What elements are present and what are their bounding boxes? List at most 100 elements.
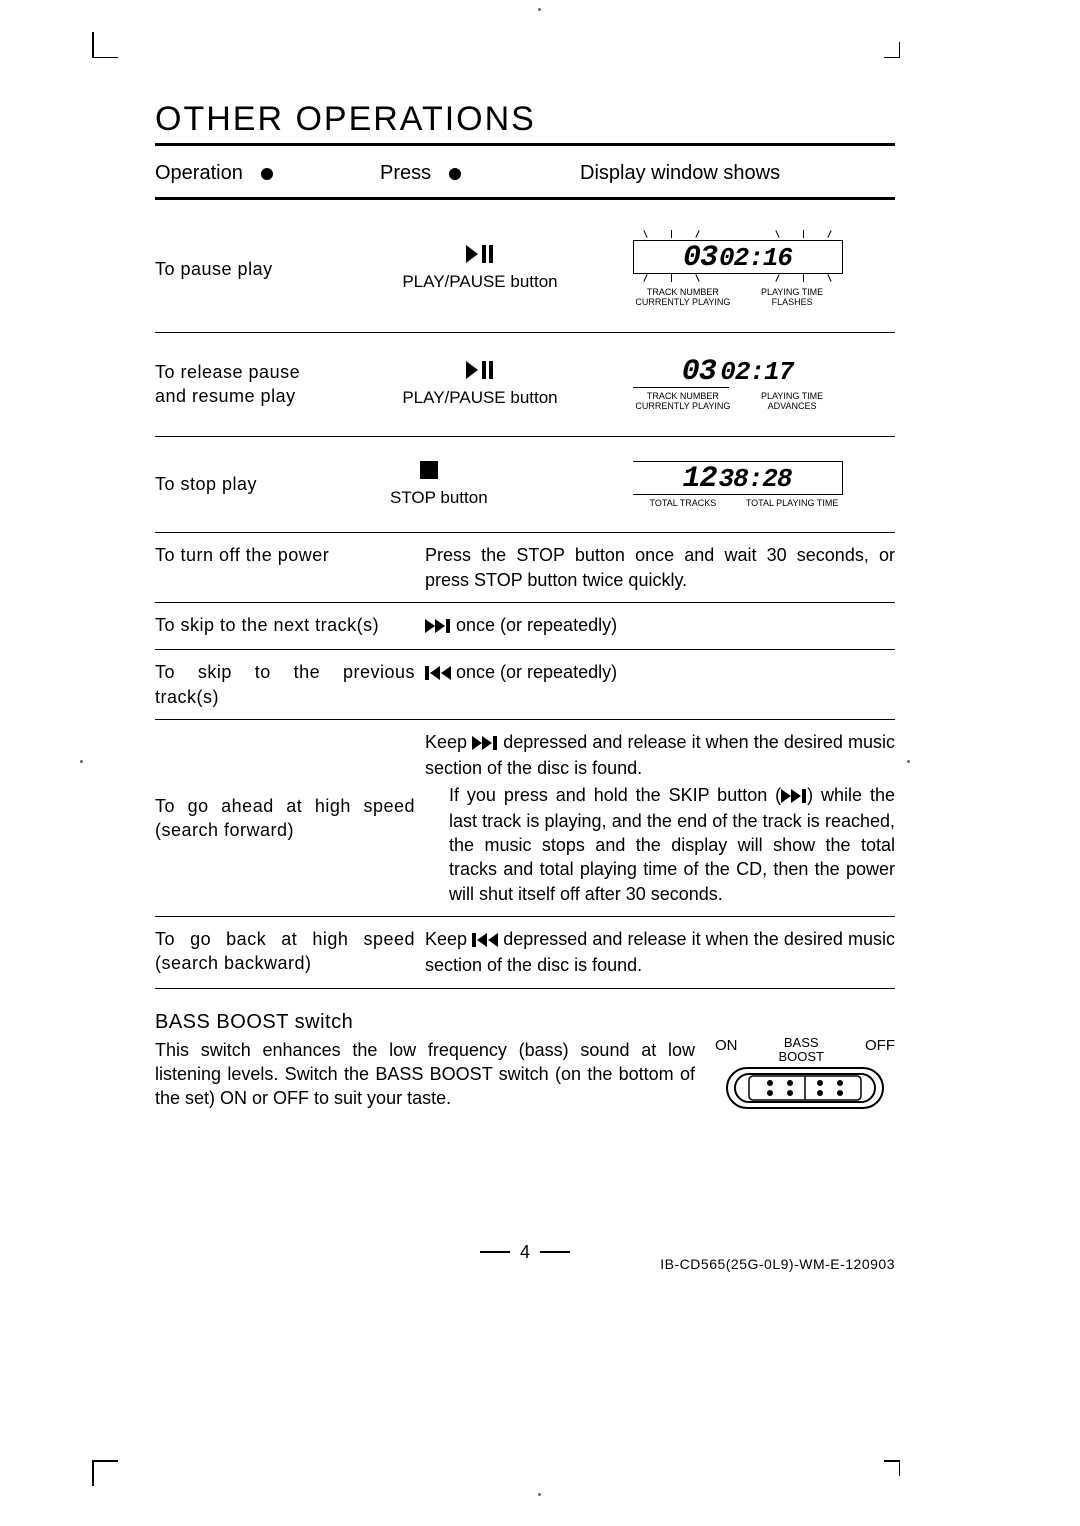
back-t1: Keep [425, 929, 472, 949]
crop-mark [92, 1460, 118, 1486]
skip-next-icon [425, 615, 451, 639]
lcd-time: 02:16 [719, 245, 792, 271]
table-row: To skip to the next track(s) once (or re… [155, 602, 895, 649]
lcd-line: 03 02:17 [633, 357, 843, 387]
center-dot [538, 1493, 541, 1496]
caption-left: TRACK NUMBER CURRENTLY PLAYING [633, 288, 734, 308]
header-operation: Operation [155, 162, 380, 185]
center-dot [80, 760, 83, 763]
table-row: To pause play PLAY/PAUSE button 03 02:16 [155, 206, 895, 332]
flash-marks [633, 230, 843, 240]
skip-prev-icon [425, 662, 451, 686]
press-pause-label: PLAY/PAUSE button [380, 272, 580, 292]
op-release-l1: To release pause [155, 362, 300, 382]
press-stop: STOP button [380, 461, 580, 508]
press-release: PLAY/PAUSE button [380, 361, 580, 408]
page-number-value: 4 [520, 1242, 530, 1263]
press-pause: PLAY/PAUSE button [380, 245, 580, 292]
op-next: To skip to the next track(s) [155, 613, 415, 639]
stop-icon [420, 461, 438, 484]
caption-right: PLAYING TIME ADVANCES [742, 392, 843, 412]
caption-left: TOTAL TRACKS [633, 499, 734, 509]
header-display-label: Display window shows [580, 162, 780, 184]
doc-id: IB-CD565(25G-0L9)-WM-E-120903 [660, 1256, 895, 1272]
crop-mark [874, 1460, 900, 1486]
txt-fwd: Keep depressed and release it when the d… [415, 730, 895, 906]
bass-section: BASS BOOST switch ON BASSBOOST OFF [155, 1011, 895, 1111]
fwd-t3: If you press and hold the SKIP button ( [449, 785, 781, 805]
skip-prev-icon [472, 929, 498, 953]
crop-mark [874, 32, 900, 58]
skip-next-icon [472, 732, 498, 756]
page-title: OTHER OPERATIONS [155, 100, 895, 139]
play-pause-icon [466, 361, 494, 384]
table-row: To go back at high speed (search back­wa… [155, 916, 895, 989]
bass-body: ON BASSBOOST OFF This switch enhances th… [155, 1038, 895, 1111]
fwd-note: If you press and hold the SKIP button ()… [425, 783, 895, 906]
page-content: OTHER OPERATIONS Operation Press Display… [155, 100, 895, 1117]
header-display: Display window shows [580, 162, 895, 185]
table-row: To go ahead at high speed (search for­wa… [155, 719, 895, 916]
txt-next-after: once (or repeatedly) [451, 615, 617, 635]
bass-title: BASS BOOST switch [155, 1011, 895, 1034]
table-header: Operation Press Display window shows [155, 152, 895, 193]
op-power: To turn off the power [155, 543, 415, 592]
header-press: Press [380, 162, 580, 185]
lcd-captions: TRACK NUMBER CURRENTLY PLAYING PLAYING T… [633, 288, 843, 308]
center-dot [907, 760, 910, 763]
lcd-time: 38:28 [719, 466, 792, 492]
bass-switch-figure: ON BASSBOOST OFF [715, 1036, 895, 1117]
bass-on-label: ON [715, 1036, 738, 1065]
table-row: To release pause and resume play PLAY/PA… [155, 332, 895, 436]
lcd-track: 03 [683, 243, 717, 273]
display-pause: 03 02:16 TRACK NUMBER CURRENTLY PLAYING … [580, 230, 895, 308]
txt-next: once (or repeatedly) [415, 613, 895, 639]
bass-switch-icon [725, 1066, 885, 1110]
press-release-label: PLAY/PAUSE button [380, 388, 580, 408]
op-pause: To pause play [155, 257, 380, 281]
bullet-icon [261, 168, 273, 180]
page-number: 4 [480, 1242, 570, 1263]
bass-mid-label: BASSBOOST [778, 1036, 824, 1065]
fwd-t1: Keep [425, 732, 472, 752]
txt-prev: once (or repeatedly) [415, 660, 895, 709]
lcd-captions: TRACK NUMBER CURRENTLY PLAYING PLAYING T… [633, 392, 843, 412]
bullet-icon [449, 168, 461, 180]
display-stop: 12 38:28 TOTAL TRACKS TOTAL PLAYING TIME [580, 461, 895, 509]
caption-right: PLAYING TIME FLASHES [742, 288, 843, 308]
txt-prev-after: once (or repeatedly) [451, 662, 617, 682]
lcd-track: 12 [682, 464, 716, 494]
table-row: To stop play STOP button 12 38:28 TOTAL … [155, 436, 895, 533]
bass-switch-labels: ON BASSBOOST OFF [715, 1036, 895, 1065]
txt-back: Keep depressed and release it when the d… [415, 927, 895, 978]
skip-next-icon [781, 785, 807, 809]
lcd-time: 02:17 [720, 357, 793, 387]
op-release-l2: and resume play [155, 386, 296, 406]
txt-power: Press the STOP button once and wait 30 s… [415, 543, 895, 592]
caption-right: TOTAL PLAYING TIME [742, 499, 843, 509]
press-stop-label: STOP button [390, 488, 580, 508]
lcd-captions: TOTAL TRACKS TOTAL PLAYING TIME [633, 499, 843, 509]
table-row: To skip to the previous track(s) once (o… [155, 649, 895, 719]
title-rule [155, 143, 895, 146]
op-fwd: To go ahead at high speed (search for­wa… [155, 730, 415, 906]
center-dot [538, 8, 541, 11]
display-release: 03 02:17 TRACK NUMBER CURRENTLY PLAYING … [580, 357, 895, 412]
page-footer: 4 IB-CD565(25G-0L9)-WM-E-120903 [155, 1240, 895, 1263]
lcd-track: 03 [682, 355, 716, 389]
op-stop: To stop play [155, 472, 380, 496]
flash-marks [633, 274, 843, 284]
header-operation-label: Operation [155, 162, 243, 185]
op-prev: To skip to the previous track(s) [155, 660, 415, 709]
lcd-box: 03 02:16 [633, 240, 843, 274]
bass-off-label: OFF [865, 1036, 895, 1065]
caption-left: TRACK NUMBER CURRENTLY PLAYING [633, 392, 734, 412]
lcd-box: 12 38:28 [633, 461, 843, 495]
crop-mark [92, 32, 118, 58]
bass-text: This switch enhances the low frequency (… [155, 1040, 695, 1109]
op-back: To go back at high speed (search back­wa… [155, 927, 415, 978]
header-rule [155, 197, 895, 200]
header-press-label: Press [380, 162, 431, 185]
play-pause-icon [466, 245, 494, 268]
table-row: To turn off the power Press the STOP but… [155, 532, 895, 602]
